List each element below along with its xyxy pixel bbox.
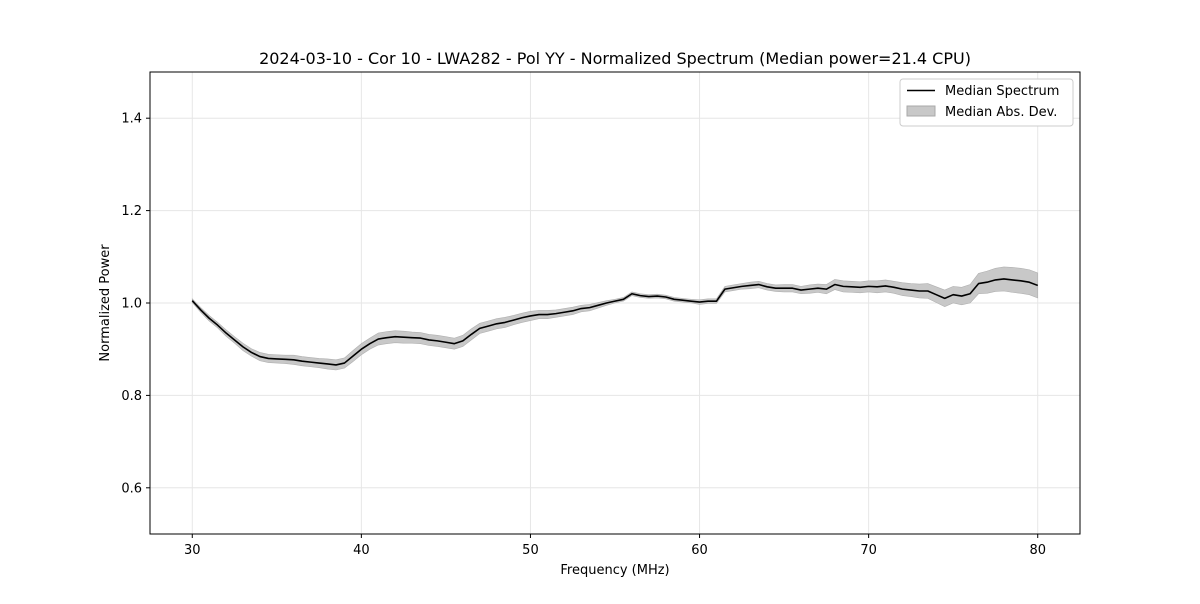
x-tick-label: 60 (691, 543, 708, 558)
y-tick-label: 1.0 (121, 297, 142, 312)
y-axis-ticks: 0.6 0.8 1.0 1.2 1.4 (121, 112, 150, 496)
mad-band (191, 266, 1039, 371)
y-tick-label: 0.6 (121, 481, 142, 496)
legend-label-median-spectrum: Median Spectrum (945, 84, 1059, 99)
mad-band-layer (191, 266, 1039, 371)
x-axis-ticks: 30 40 50 60 70 80 (184, 534, 1046, 558)
legend-label-median-abs-dev: Median Abs. Dev. (945, 105, 1057, 120)
legend-box (899, 78, 1074, 127)
x-tick-label: 40 (353, 543, 370, 558)
y-tick-label: 1.2 (121, 204, 142, 219)
median-line-layer (191, 278, 1039, 366)
legend-band-swatch (906, 105, 936, 117)
x-axis-label: Frequency (MHz) (560, 563, 669, 578)
y-axis-label: Normalized Power (98, 244, 113, 362)
y-tick-label: 0.8 (121, 389, 142, 404)
median-spectrum-line (191, 278, 1039, 366)
x-tick-label: 50 (522, 543, 539, 558)
x-tick-label: 80 (1029, 543, 1046, 558)
x-tick-label: 70 (860, 543, 877, 558)
legend: Median Spectrum Median Abs. Dev. (899, 78, 1074, 127)
y-tick-label: 1.4 (121, 112, 142, 127)
x-tick-label: 30 (184, 543, 201, 558)
chart-title: 2024-03-10 - Cor 10 - LWA282 - Pol YY - … (259, 49, 971, 68)
